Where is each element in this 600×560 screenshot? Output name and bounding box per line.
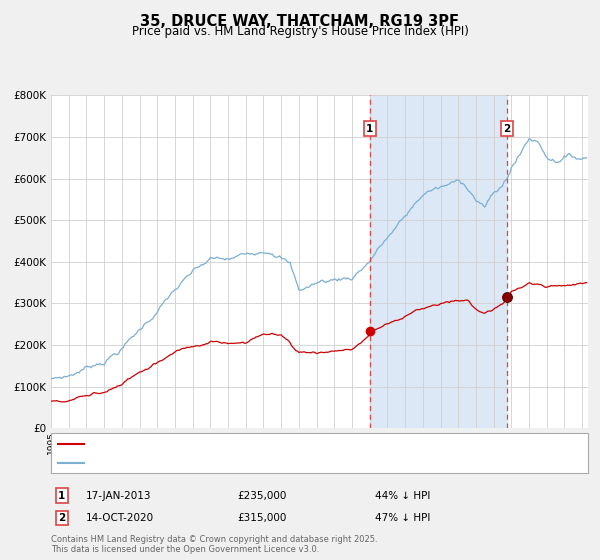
Text: 17-JAN-2013: 17-JAN-2013 [86, 491, 151, 501]
Text: 47% ↓ HPI: 47% ↓ HPI [375, 513, 430, 523]
Text: 14-OCT-2020: 14-OCT-2020 [86, 513, 154, 523]
Text: 1: 1 [366, 124, 373, 133]
Text: £235,000: £235,000 [237, 491, 286, 501]
Text: 35, DRUCE WAY, THATCHAM, RG19 3PF (detached house): 35, DRUCE WAY, THATCHAM, RG19 3PF (detac… [88, 439, 374, 449]
Text: Price paid vs. HM Land Registry's House Price Index (HPI): Price paid vs. HM Land Registry's House … [131, 25, 469, 38]
Bar [370, 95, 507, 428]
Text: 1: 1 [58, 491, 65, 501]
Text: 35, DRUCE WAY, THATCHAM, RG19 3PF: 35, DRUCE WAY, THATCHAM, RG19 3PF [140, 14, 460, 29]
Text: 44% ↓ HPI: 44% ↓ HPI [375, 491, 430, 501]
Text: 2: 2 [58, 513, 65, 523]
Text: 2: 2 [503, 124, 511, 133]
Text: £315,000: £315,000 [237, 513, 286, 523]
Text: Contains HM Land Registry data © Crown copyright and database right 2025.
This d: Contains HM Land Registry data © Crown c… [51, 535, 377, 554]
Text: HPI: Average price, detached house, West Berkshire: HPI: Average price, detached house, West… [88, 458, 347, 468]
